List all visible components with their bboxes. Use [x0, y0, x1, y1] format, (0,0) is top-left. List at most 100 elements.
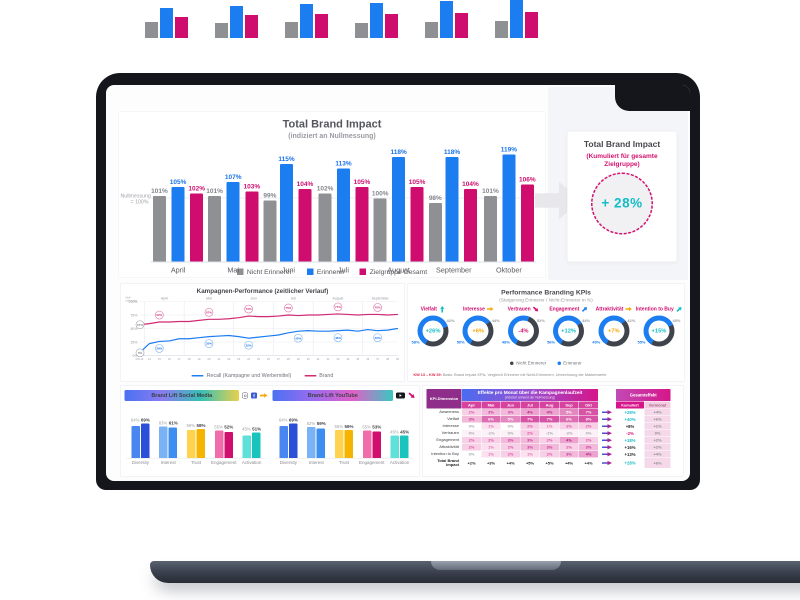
kpi-legend: Nicht Erinnerer Erinnerer: [408, 361, 685, 366]
decor-bar: [370, 3, 383, 38]
bar-rect: [355, 186, 369, 262]
decor-bar-group: [425, 1, 468, 38]
bar-value-label: 101%: [482, 186, 499, 195]
bar-value-label: 113%: [335, 159, 352, 167]
arrow-cell: [598, 409, 616, 416]
week-tick-label: 25: [257, 357, 260, 361]
legend-swatch: [359, 268, 367, 275]
data-marker: [155, 344, 164, 353]
table-cell: +5%: [520, 458, 540, 468]
erinnerer-share-label: 58%: [411, 340, 420, 345]
decor-bar: [300, 4, 313, 38]
table-cell: 4%: [520, 409, 540, 416]
donut-hole: [467, 320, 489, 342]
bar-rect: [214, 430, 224, 458]
value-labels: 63% 61%: [159, 421, 178, 426]
gradient-arrow-icon: [602, 445, 612, 450]
table-cell: 2%: [579, 423, 598, 430]
bar-group: 101% 119% 106% Oktober: [481, 140, 536, 275]
tspan: messung: [126, 300, 138, 303]
x-axis-label: Juni: [281, 266, 295, 275]
bar: 106%: [519, 175, 536, 262]
legend-label: Nicht Erinnerer: [246, 268, 292, 276]
bar-value-label: 105%: [353, 177, 371, 186]
data-marker-label: 57%: [137, 323, 143, 327]
week-tick-label: 22: [227, 357, 230, 361]
donut-wrap: +6% 50% 44%: [457, 315, 500, 350]
data-marker: [293, 333, 303, 343]
arrow-cell: [598, 458, 616, 468]
week-tick-label: 27: [277, 357, 280, 361]
bar-rect: [372, 431, 381, 458]
decor-bar-group: [285, 4, 328, 38]
table-cell: 2%: [481, 437, 501, 444]
bar-rect: [298, 189, 312, 262]
donut-ring: +7%: [598, 315, 630, 347]
legend-dot: [557, 361, 561, 365]
bar-chart-subtitle: (indiziert an Nullmessung): [288, 131, 376, 140]
series-line-0: [138, 327, 399, 354]
bar-pair: [214, 430, 233, 458]
kumuliert-value: +18%: [616, 437, 644, 444]
bar-pair: [186, 429, 205, 458]
bar: 105%: [170, 178, 186, 262]
table-cell: +5%: [540, 458, 559, 468]
data-marker: [204, 339, 214, 348]
gradient-arrow-icon: [602, 431, 612, 436]
gradient-arrow-icon: [602, 417, 612, 422]
table-cell: 2%: [579, 437, 598, 444]
x-axis-label: Juli: [338, 266, 349, 275]
value-label: 56%: [186, 423, 195, 428]
bar-value-label: 104%: [462, 180, 479, 188]
bar: 119%: [501, 146, 517, 262]
kpi-donut: Intention to Buy +15% 55% 40%: [636, 306, 680, 350]
week-tick-label: 17: [178, 357, 181, 361]
data-marker-label: 67%: [206, 310, 212, 314]
week-tick-label: 16: [168, 357, 171, 361]
decor-bar: [285, 22, 298, 38]
table-cell: 4%: [559, 437, 579, 444]
y-tick-label: 75%: [130, 313, 137, 317]
kpi-label: Vertrauen: [507, 306, 531, 312]
week-tick-label: 38: [386, 357, 389, 361]
kpi-delta-value: +6%: [472, 328, 485, 334]
value-label: 62%: [306, 421, 316, 426]
data-marker-label: 5%: [138, 351, 143, 355]
category-label: Activation: [389, 460, 410, 465]
effects-table: KPI-Dimension Effekte pro Monat über die …: [426, 389, 680, 468]
month-label: August: [333, 297, 344, 301]
table-cell: 3%: [501, 437, 520, 444]
table-cell: 7%: [520, 416, 540, 423]
value-labels: 56% 56%: [334, 424, 353, 429]
table-cell: 5%: [501, 416, 520, 423]
bar-group: 100% 118% 105% August: [371, 140, 426, 275]
table-cell: 1%: [481, 444, 501, 451]
value-label: 45%: [400, 429, 410, 435]
bar-rect: [307, 427, 316, 458]
week-tick-label: 28: [287, 357, 290, 361]
decor-bar: [215, 23, 228, 38]
bar-chart-plot: Nullmessung = 100% 101% 105% 102% April 101%…: [121, 140, 537, 275]
donut-wrap: -4% 48% 52%: [502, 315, 545, 350]
value-labels: 55% 53%: [362, 425, 381, 430]
bar: 101%: [482, 187, 499, 262]
category-label: Interest: [308, 460, 324, 465]
donut-wrap: +26% 58% 42%: [412, 315, 455, 350]
value-labels: 56% 58%: [186, 423, 205, 428]
week-tick-label: 37: [376, 357, 379, 361]
brand-lift-title: Brand Lift Social Media: [124, 390, 239, 401]
instagram-icon: [242, 392, 248, 399]
month-header: Okt: [579, 401, 598, 409]
decor-bar: [355, 23, 368, 38]
data-marker-label: 46%: [335, 336, 341, 340]
legend-label: Erinnerer: [563, 360, 582, 366]
bar-pair: [334, 430, 353, 458]
lift-category: 45% 51% Activation: [242, 409, 262, 466]
vormonat-value: +2%: [644, 444, 671, 451]
decor-bar: [245, 15, 258, 38]
gradient-arrow-icon: [602, 438, 612, 443]
data-marker: [333, 333, 343, 342]
table-cell: -1%: [481, 430, 501, 437]
impact-card-title: Total Brand Impact: [583, 139, 661, 150]
arrow-cell: [598, 451, 616, 458]
